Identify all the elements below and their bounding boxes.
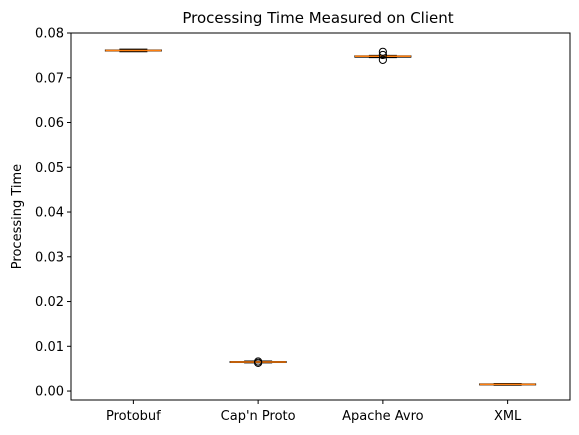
y-tick-label: 0.03: [35, 250, 64, 265]
y-tick-label: 0.02: [35, 295, 64, 310]
x-tick-label: Cap'n Proto: [221, 409, 296, 424]
y-tick-label: 0.06: [35, 116, 64, 131]
x-tick-label: XML: [494, 409, 522, 424]
outlier-point: [254, 357, 263, 366]
outlier-point: [378, 55, 387, 64]
x-tick-label: Apache Avro: [342, 409, 424, 424]
y-tick-label: 0.04: [35, 206, 64, 221]
y-tick-label: 0.05: [35, 161, 64, 176]
plot-area: 0.00 0.01 0.02 0.03 0.04 0.05 0.06 0.07 0.08 Prot…: [35, 27, 571, 424]
outlier-point: [378, 47, 387, 56]
plot-frame: [70, 32, 571, 401]
chart-title: Processing Time Measured on Client: [182, 9, 453, 27]
outlier-point: [378, 50, 387, 60]
y-tick-label: 0.01: [35, 340, 64, 355]
y-tick-label: 0.07: [35, 71, 64, 86]
x-tick-label: Protobuf: [106, 409, 161, 424]
y-tick-label: 0.08: [35, 27, 64, 42]
y-axis-label: Processing Time: [10, 164, 25, 269]
y-tick-label: 0.00: [35, 385, 64, 400]
